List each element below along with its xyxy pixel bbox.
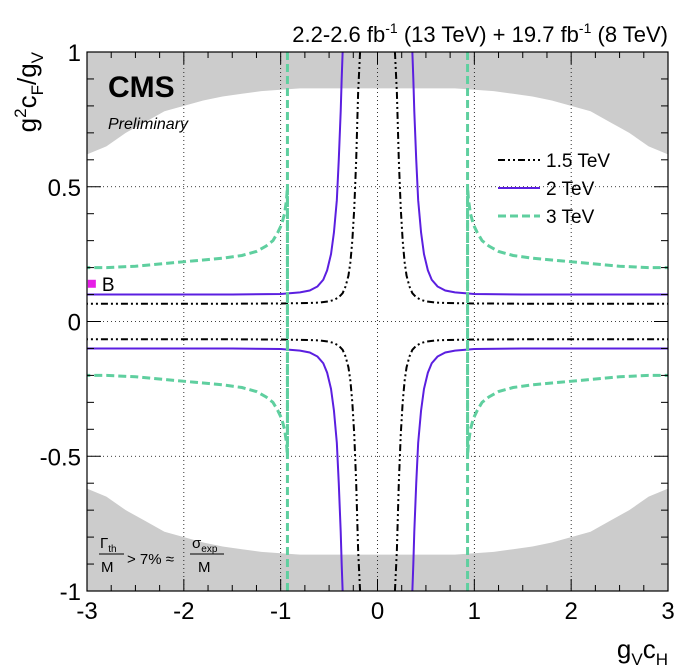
y-tick-label: -1: [60, 579, 81, 606]
annotation-m2: M: [198, 559, 211, 576]
curve-series-2-quadrant-3: [87, 52, 289, 457]
annotation-sigma: σexp: [192, 535, 218, 555]
legend-label-3tev: 3 TeV: [546, 207, 595, 228]
curve-series-2-quadrant-1: [87, 186, 289, 591]
curve-series-0-quadrant-0: [393, 52, 668, 305]
curve-series-2-quadrant-2: [466, 52, 668, 457]
x-tick-label: 0: [371, 598, 384, 625]
y-tick-label: 0.5: [48, 175, 81, 202]
experiment-label: CMS: [108, 71, 175, 104]
curve-series-1-quadrant-3: [87, 347, 344, 591]
x-axis-label: gVcH: [617, 634, 668, 669]
chart-title: 2.2-2.6 fb-1 (13 TeV) + 19.7 fb-1 (8 TeV…: [292, 20, 668, 47]
y-tick-labels: -1 -0.5 0 0.5 1: [40, 40, 81, 606]
x-tick-label: -3: [76, 598, 97, 625]
x-tick-label: 1: [468, 598, 481, 625]
curve-series-2-quadrant-0: [466, 186, 668, 591]
y-axis-label: g2cF/gV: [11, 51, 47, 132]
legend-label-2tev: 2 TeV: [546, 179, 595, 200]
y-tick-label: 0: [68, 310, 81, 337]
excluded-region-bottom: [87, 488, 668, 591]
grid-lines: [87, 52, 668, 591]
status-label: Preliminary: [108, 116, 189, 133]
curve-series-1-quadrant-0: [411, 52, 668, 296]
benchmark-marker: [87, 279, 96, 288]
y-tick-label: 1: [68, 40, 81, 67]
x-tick-label: -1: [270, 598, 291, 625]
curve-series-0-quadrant-1: [87, 52, 362, 305]
annotation-middle: > 7% ≈: [127, 551, 174, 568]
x-tick-labels: -3 -2 -1 0 1 2 3: [76, 598, 674, 625]
curve-series-0-quadrant-2: [393, 338, 668, 591]
x-tick-label: -2: [173, 598, 194, 625]
curve-series-0-quadrant-3: [87, 338, 362, 591]
x-tick-label: 3: [661, 598, 674, 625]
annotation-m1: M: [101, 559, 114, 576]
annotation-gamma: Γth: [100, 535, 117, 555]
legend-label-1.5tev: 1.5 TeV: [546, 151, 610, 172]
axis-ticks: [86, 51, 669, 592]
x-tick-label: 2: [564, 598, 577, 625]
excluded-region-top: [87, 52, 668, 155]
curve-series-1-quadrant-1: [87, 52, 344, 296]
width-annotation: Γth M > 7% ≈ σexp M: [99, 535, 224, 576]
benchmark-label: B: [102, 275, 115, 296]
excluded-region: [87, 52, 668, 591]
curves-group: [87, 52, 668, 591]
y-tick-label: -0.5: [40, 444, 81, 471]
curve-series-1-quadrant-2: [411, 347, 668, 591]
legend: 1.5 TeV 2 TeV 3 TeV: [498, 151, 610, 228]
